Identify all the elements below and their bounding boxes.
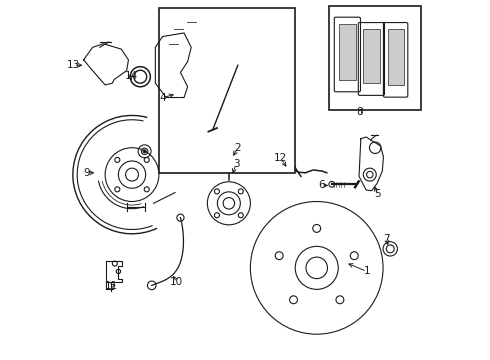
Text: 3: 3: [233, 159, 239, 169]
Bar: [226, 151, 232, 158]
Text: 12: 12: [274, 153, 288, 163]
Text: 13: 13: [67, 60, 80, 70]
Polygon shape: [359, 137, 383, 191]
Text: 14: 14: [124, 71, 138, 81]
Bar: [363, 30, 380, 83]
Text: 9: 9: [83, 168, 90, 178]
Text: 4: 4: [159, 93, 166, 103]
Bar: [329, 6, 421, 110]
Polygon shape: [84, 44, 128, 85]
Text: 11: 11: [104, 281, 118, 291]
Text: 2: 2: [235, 143, 241, 153]
Text: 8: 8: [356, 107, 363, 117]
Circle shape: [143, 150, 146, 153]
Text: 10: 10: [171, 277, 183, 287]
Bar: [339, 24, 356, 80]
Bar: [388, 30, 403, 85]
Text: 6: 6: [318, 180, 325, 190]
Bar: [159, 8, 295, 173]
Text: 7: 7: [383, 234, 390, 244]
Text: 5: 5: [374, 189, 381, 199]
Text: 1: 1: [364, 266, 370, 276]
